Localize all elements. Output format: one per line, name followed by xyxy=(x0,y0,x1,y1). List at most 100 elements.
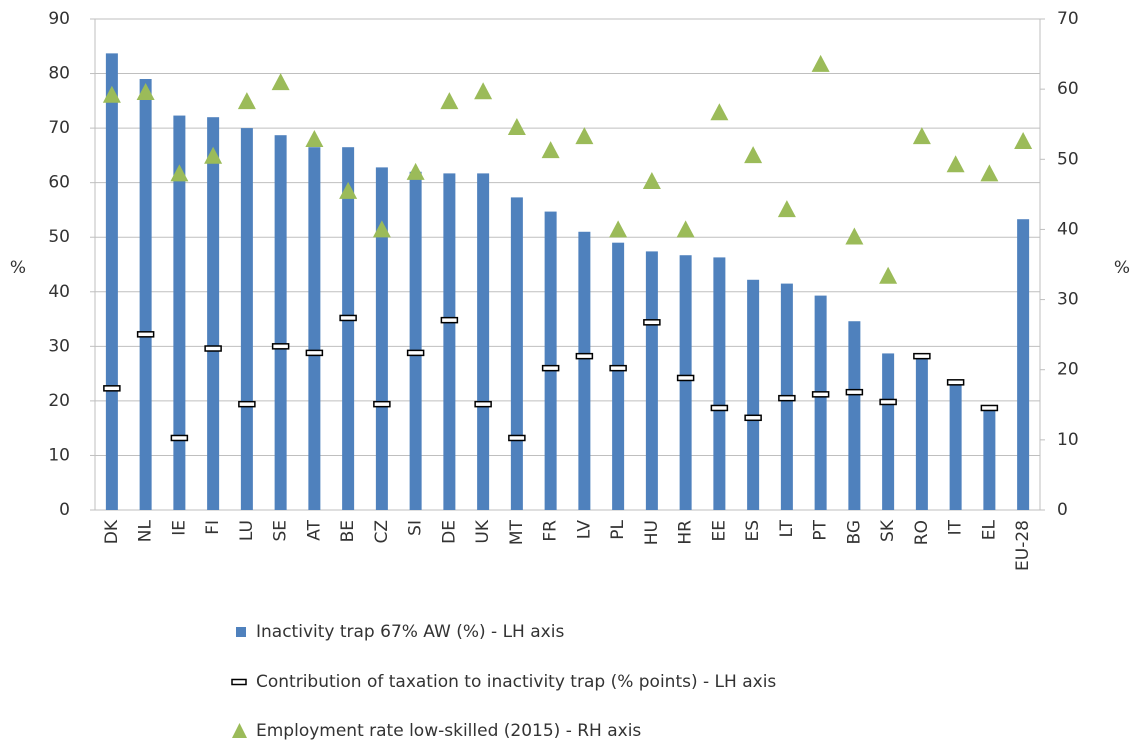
x-tick-label: EE xyxy=(709,520,729,541)
triangle-marker xyxy=(946,155,965,173)
bar xyxy=(544,211,557,510)
y-tick-label: 10 xyxy=(48,445,70,465)
triangle-marker xyxy=(271,73,290,91)
dash-marker xyxy=(744,414,762,422)
x-tick-label: SE xyxy=(271,520,291,542)
x-tick-label: CZ xyxy=(372,520,392,544)
y2-axis-label: % xyxy=(1114,258,1130,278)
y-tick-label: 60 xyxy=(48,173,70,193)
y2-tick-label: 20 xyxy=(1057,360,1079,380)
dash-marker xyxy=(811,391,830,398)
x-tick-label: DK xyxy=(102,519,122,544)
triangle-marker xyxy=(575,127,594,145)
triangle-marker xyxy=(102,85,121,103)
dash-marker xyxy=(440,316,459,324)
legend-label: Inactivity trap 67% AW (%) - LH axis xyxy=(256,622,564,642)
x-tick-label: DE xyxy=(439,520,459,544)
y2-tick-label: 10 xyxy=(1057,430,1079,450)
triangle-marker xyxy=(136,82,155,100)
triangle-marker xyxy=(170,164,189,182)
triangle-marker xyxy=(811,54,830,72)
bar xyxy=(713,257,726,510)
bar xyxy=(510,197,523,510)
dash-marker xyxy=(406,349,425,357)
bar xyxy=(308,147,321,510)
triangle-marker xyxy=(305,129,324,147)
dash-marker xyxy=(980,404,999,412)
bar xyxy=(375,167,388,510)
legend-symbol xyxy=(231,678,247,686)
triangle-marker xyxy=(406,162,425,180)
x-tick-label: AT xyxy=(304,519,324,540)
y2-tick-label: 0 xyxy=(1057,500,1068,520)
triangle-marker xyxy=(912,127,931,145)
x-tick-label: MT xyxy=(507,519,527,545)
triangle-marker xyxy=(609,220,628,238)
bar xyxy=(139,79,152,510)
y-tick-label: 80 xyxy=(48,64,70,84)
dash-marker xyxy=(609,364,627,372)
x-tick-label: LV xyxy=(574,520,594,540)
bar xyxy=(612,242,625,510)
bar xyxy=(240,128,253,510)
bar xyxy=(848,321,861,510)
dash-marker xyxy=(575,352,594,360)
y-tick-label: 30 xyxy=(48,336,70,356)
x-tick-label: LU xyxy=(237,520,257,541)
x-tick-label: PT xyxy=(811,519,831,540)
dash-marker xyxy=(676,374,695,382)
y-tick-label: 90 xyxy=(48,9,70,29)
x-tick-label: NL xyxy=(136,519,156,542)
bar xyxy=(274,135,287,510)
y-tick-label: 40 xyxy=(48,282,70,302)
dash-marker xyxy=(373,400,391,408)
triangle-marker xyxy=(676,220,695,238)
triangle-marker xyxy=(980,164,999,182)
x-tick-label: IE xyxy=(169,520,189,536)
x-tick-label: ES xyxy=(743,520,763,542)
bar xyxy=(342,147,355,510)
triangle-marker xyxy=(474,82,493,100)
x-tick-label: BE xyxy=(338,520,358,542)
x-tick-label: FR xyxy=(541,520,561,542)
dash-marker xyxy=(305,349,324,357)
dash-marker xyxy=(170,434,189,442)
bar xyxy=(105,53,118,511)
dash-marker xyxy=(271,343,290,350)
dash-marker xyxy=(879,398,897,406)
bar xyxy=(747,279,760,510)
bar xyxy=(1017,219,1030,511)
dash-marker xyxy=(103,385,121,392)
y-tick-label: 0 xyxy=(59,500,70,520)
x-tick-label: EL xyxy=(979,519,999,540)
legend-symbol xyxy=(232,723,247,738)
y-axis-label: % xyxy=(10,258,26,278)
dash-marker xyxy=(913,352,931,360)
bar xyxy=(207,117,220,510)
bar xyxy=(477,173,490,511)
bar xyxy=(915,356,928,510)
y-tick-label: 20 xyxy=(48,391,70,411)
dash-marker xyxy=(778,394,796,402)
bar xyxy=(814,295,827,510)
triangle-marker xyxy=(879,266,898,284)
triangle-marker xyxy=(845,227,864,245)
x-tick-label: RO xyxy=(912,520,932,545)
triangle-marker xyxy=(777,200,796,218)
legend-label: Contribution of taxation to inactivity t… xyxy=(256,672,776,692)
x-tick-label: HR xyxy=(676,520,696,545)
dash-marker xyxy=(474,400,492,408)
y-tick-label: 70 xyxy=(48,118,70,138)
x-tick-label: SK xyxy=(878,519,898,542)
bar xyxy=(679,255,692,510)
triangle-marker xyxy=(710,103,729,121)
x-tick-label: EU-28 xyxy=(1013,520,1033,571)
bar xyxy=(409,171,422,510)
triangle-marker xyxy=(440,92,459,110)
dash-marker xyxy=(643,319,661,326)
dash-marker xyxy=(238,400,256,408)
bar xyxy=(882,353,895,510)
bar xyxy=(645,251,658,510)
triangle-marker xyxy=(507,118,526,136)
